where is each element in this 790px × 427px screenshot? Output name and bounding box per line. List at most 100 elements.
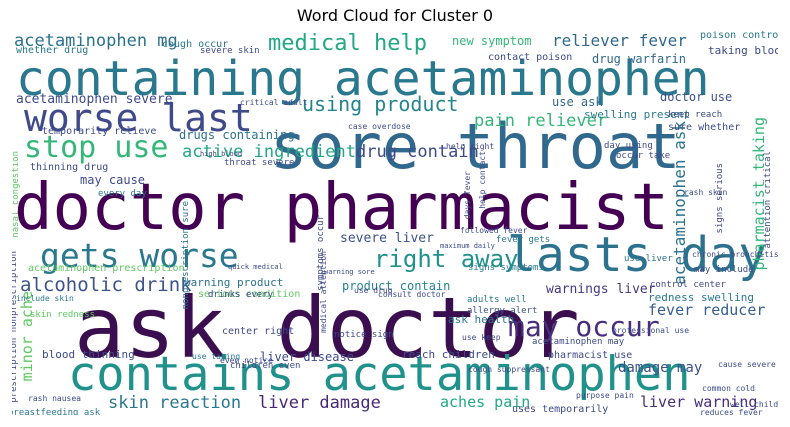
word: nasal congestion	[12, 151, 21, 238]
word: include skin	[16, 294, 74, 303]
word: drinks every	[208, 290, 274, 300]
word: maximum daily	[440, 242, 495, 250]
word: severe skin	[200, 46, 260, 56]
word: contains acetaminophen	[68, 347, 691, 402]
word: consult doctor	[378, 290, 446, 299]
word: new symptom	[452, 34, 532, 48]
word: may occur	[508, 310, 660, 343]
word: active ingredient	[182, 142, 356, 162]
word: drug warfarin	[592, 52, 686, 66]
word: help right	[446, 142, 495, 151]
word: sore throat	[270, 110, 681, 183]
word: worse last	[24, 96, 253, 140]
word: acetaminophen may	[532, 337, 625, 347]
word: containing acetaminophen	[16, 51, 710, 107]
word: alcoholic drink	[20, 274, 192, 296]
word: acetaminophen mg	[14, 31, 178, 51]
word: pharmacist use	[548, 350, 633, 361]
word: chronic bronchitis	[692, 250, 778, 259]
word: help contact	[478, 151, 487, 209]
word: purpose pain	[576, 391, 634, 400]
word: may include	[694, 265, 754, 275]
word: taking blood	[708, 44, 778, 57]
word: pain reliever	[474, 111, 608, 131]
word: even notice	[220, 356, 273, 365]
word: use liver	[624, 254, 673, 264]
word: ask health	[448, 313, 515, 326]
word: case overdose	[348, 122, 411, 131]
word: critical adult	[240, 98, 308, 107]
word: signs symptoms	[468, 263, 544, 273]
word: doctor use	[660, 90, 733, 104]
word: keep reach	[668, 110, 723, 120]
word: doctor pharmacist	[14, 171, 670, 245]
word: fever gets	[496, 235, 551, 245]
word: damage may	[618, 360, 703, 376]
word: high blood	[200, 150, 243, 158]
word: contact poison	[488, 52, 573, 63]
word: thinning drug	[30, 162, 109, 173]
word: sure whether	[668, 122, 741, 133]
word: lasts day	[507, 227, 768, 283]
word: serious condition	[198, 289, 301, 300]
word: warning product	[184, 276, 284, 289]
word: uses temporarily	[512, 404, 609, 415]
word: day using	[604, 141, 653, 151]
word: drugs containing	[179, 128, 295, 142]
word: whether drug	[16, 45, 89, 56]
word: attention critical	[763, 151, 773, 249]
word: skin reaction	[108, 393, 242, 413]
word: center right	[222, 326, 295, 337]
word: temporarily relieve	[42, 126, 157, 137]
word: acetaminophen ask	[670, 121, 689, 285]
word: cough suppressant	[468, 365, 550, 374]
word: fever reducer	[648, 301, 766, 319]
word: every day	[98, 189, 147, 199]
word: throat severe	[224, 158, 295, 168]
word-cloud: ask doctor doctor pharmacist sore throat…	[12, 31, 778, 415]
word: swelling present	[584, 108, 690, 121]
word: adults well	[467, 295, 527, 305]
word: quick medical	[228, 263, 283, 271]
word: reliever fever	[552, 31, 687, 50]
word: use ask	[552, 95, 603, 109]
word: days fever	[463, 171, 472, 220]
word: control center	[650, 280, 726, 290]
word: common cold	[702, 384, 755, 393]
word: well children	[730, 400, 778, 409]
word: rash skin	[684, 188, 728, 197]
word: may cause	[80, 173, 146, 187]
word: reduces fever	[700, 408, 763, 416]
word: use keep	[462, 333, 501, 342]
word: blood thinning	[42, 348, 135, 361]
word: occur take	[616, 151, 671, 161]
word: followed fever	[460, 226, 528, 235]
word: stop use	[24, 130, 169, 165]
chart-title: Word Cloud for Cluster 0	[296, 6, 494, 25]
word: using product	[302, 92, 459, 116]
word: drug contain	[356, 142, 479, 162]
word: poison control	[700, 31, 778, 41]
word: skin redness	[30, 310, 96, 320]
word: use drug	[354, 286, 393, 295]
word: medical help	[268, 31, 427, 56]
word: warnings liver	[546, 282, 656, 297]
word: use taking	[192, 352, 241, 361]
word: medical attention	[319, 251, 328, 333]
word: aches pain	[440, 393, 531, 411]
word: liver warning	[640, 393, 758, 411]
word: children even	[230, 361, 301, 371]
word: gets worse	[40, 236, 239, 275]
word: professional use	[612, 326, 690, 335]
word: rash nausea	[28, 394, 81, 403]
word: right away	[374, 245, 519, 273]
word: redness swelling	[648, 291, 754, 304]
word: warning sore	[324, 268, 375, 276]
word: liver damage	[258, 393, 381, 413]
word: acetaminophen prescription	[28, 263, 185, 274]
word: cough occur	[162, 39, 229, 50]
word: cause severe	[718, 360, 776, 369]
word: signs serious	[715, 163, 725, 234]
word: ask doctor	[74, 279, 580, 377]
word: reach children	[402, 348, 495, 361]
